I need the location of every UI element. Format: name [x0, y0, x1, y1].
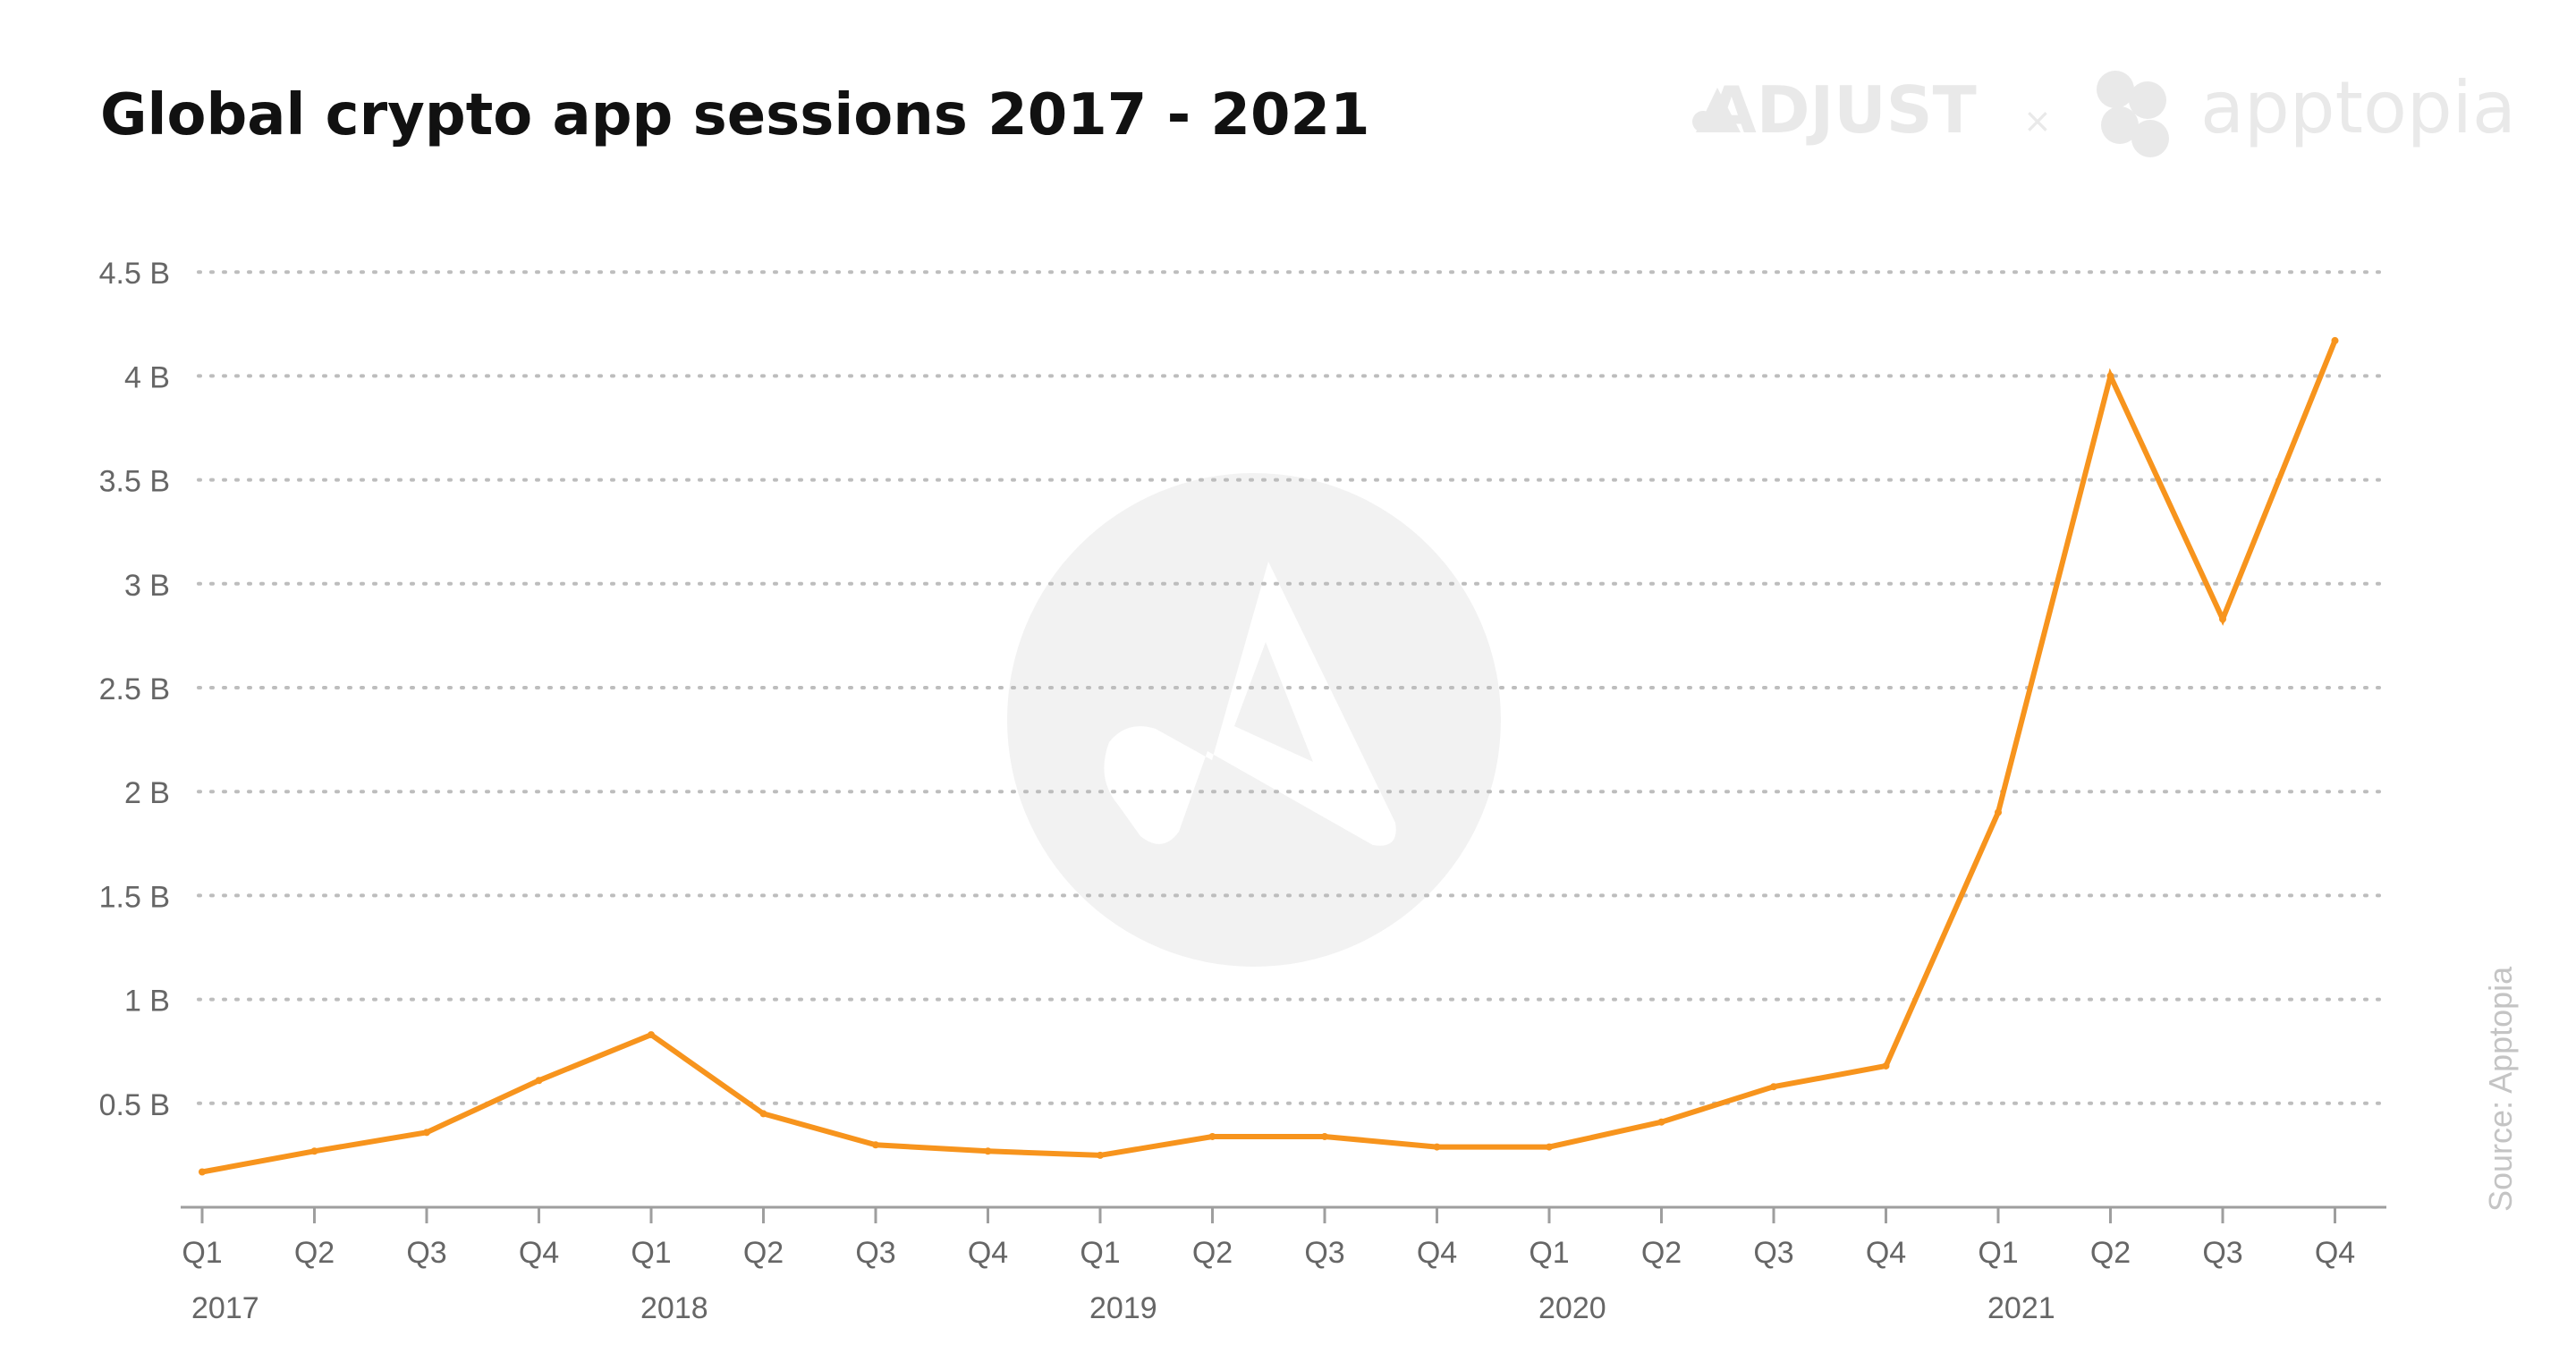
data-point — [1546, 1143, 1553, 1151]
apptopia-brand-name: apptopia — [2200, 66, 2516, 149]
data-point — [2219, 615, 2226, 623]
x-tick-label: Q2 — [743, 1236, 784, 1270]
year-label: 2021 — [1987, 1291, 2055, 1325]
x-axis — [181, 1205, 2386, 1223]
y-axis-tick-labels: 0.5 B 1 B 1.5 B 2 B 2.5 B 3 B 3.5 B 4 B 4.5 B — [99, 257, 170, 1122]
x-tick-label: Q3 — [406, 1236, 446, 1270]
adjust-brand-name: ADJUST — [1707, 72, 1977, 148]
x-tick-label: Q1 — [631, 1236, 671, 1270]
data-point — [872, 1141, 879, 1149]
x-tick-label: Q1 — [1080, 1236, 1120, 1270]
y-tick-label: 4.5 B — [99, 257, 170, 291]
x-tick-label: Q1 — [1529, 1236, 1569, 1270]
data-point — [199, 1168, 206, 1176]
x-tick-label: Q4 — [968, 1236, 1008, 1270]
x-tick-label: Q2 — [294, 1236, 335, 1270]
apptopia-logo-icon — [2097, 71, 2169, 157]
brand-logos: ADJUST × apptopia — [1692, 66, 2516, 157]
data-point — [1657, 1118, 1665, 1126]
year-label: 2020 — [1538, 1291, 1606, 1325]
data-point — [1208, 1132, 1216, 1140]
y-tick-label: 2.5 B — [99, 672, 170, 706]
data-point — [1995, 808, 2002, 816]
data-point — [2106, 372, 2114, 380]
y-tick-label: 1.5 B — [99, 880, 170, 914]
y-tick-label: 0.5 B — [99, 1088, 170, 1122]
year-label: 2019 — [1089, 1291, 1157, 1325]
source-label: Source: Apptopia — [2482, 966, 2519, 1212]
data-point — [1882, 1061, 1890, 1070]
series-line — [199, 337, 2338, 1175]
data-point — [535, 1077, 543, 1085]
data-point — [648, 1031, 655, 1039]
x-tick-label: Q4 — [1866, 1236, 1906, 1270]
chart-title: Global crypto app sessions 2017 - 2021 — [100, 82, 1370, 148]
y-tick-label: 4 B — [124, 360, 170, 394]
data-point — [1321, 1132, 1328, 1140]
y-tick-label: 1 B — [124, 985, 170, 1019]
data-point — [759, 1110, 767, 1118]
x-tick-label: Q4 — [2315, 1236, 2355, 1270]
data-point — [1097, 1151, 1104, 1159]
adjust-mark-icon — [1692, 88, 1741, 132]
x-tick-label: Q1 — [182, 1236, 222, 1270]
y-tick-label: 2 B — [124, 776, 170, 810]
x-tick-label: Q2 — [1641, 1236, 1682, 1270]
x-tick-label: Q2 — [1192, 1236, 1233, 1270]
y-tick-label: 3 B — [124, 569, 170, 603]
x-tick-label: Q4 — [1417, 1236, 1457, 1270]
year-label: 2017 — [191, 1291, 259, 1325]
x-tick-label: Q3 — [855, 1236, 895, 1270]
data-point — [2331, 336, 2339, 344]
y-tick-label: 3.5 B — [99, 465, 170, 499]
adjust-logo-icon — [1007, 473, 1501, 967]
data-point — [1433, 1143, 1441, 1151]
data-point — [984, 1147, 992, 1155]
year-label: 2018 — [640, 1291, 708, 1325]
x-tick-label: Q3 — [1753, 1236, 1793, 1270]
x-tick-label: Q2 — [2090, 1236, 2131, 1270]
x-tick-label: Q1 — [1978, 1236, 2018, 1270]
year-labels: 2017 2018 2019 2020 2021 — [191, 1291, 2055, 1325]
x-tick-label: Q4 — [519, 1236, 559, 1270]
x-axis-tick-labels: Q1 Q2 Q3 Q4 Q1 Q2 Q3 Q4 Q1 Q2 Q3 Q4 Q1 Q2 Q3 Q4 Q1 Q2 Q3 Q4 — [182, 1236, 2355, 1270]
data-point — [310, 1147, 318, 1155]
gridlines — [197, 270, 2388, 1105]
series — [199, 336, 2339, 1176]
data-point — [1770, 1083, 1777, 1091]
brand-separator: × — [2023, 101, 2052, 140]
data-point — [423, 1129, 430, 1137]
x-tick-label: Q3 — [2202, 1236, 2242, 1270]
x-tick-label: Q3 — [1304, 1236, 1344, 1270]
